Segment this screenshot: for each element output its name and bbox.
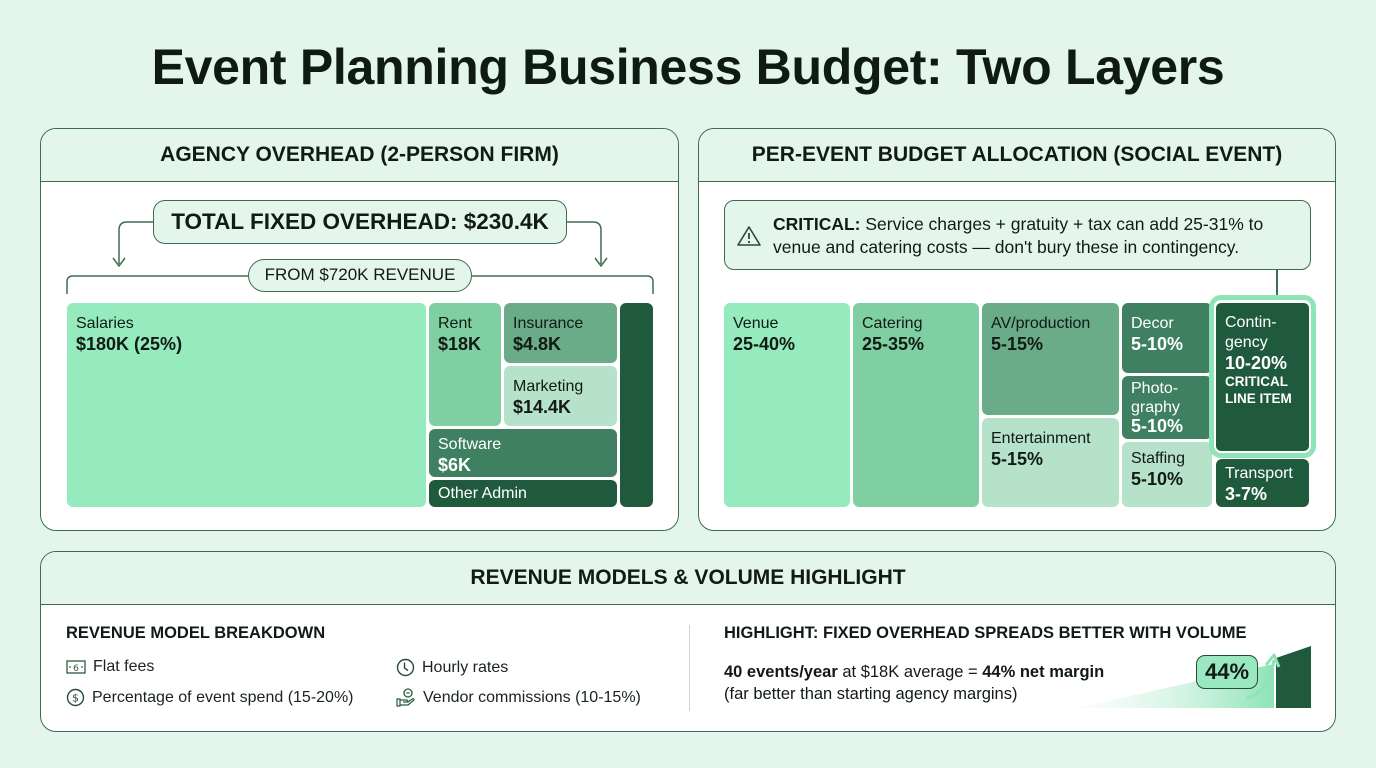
per-event-panel: PER-EVENT BUDGET ALLOCATION (SOCIAL EVEN… <box>698 128 1336 531</box>
revenue-item-label: Hourly rates <box>422 658 509 676</box>
revenue-divider <box>689 625 690 711</box>
tile-label: Rent <box>438 315 472 332</box>
tile-unlabeled-dark <box>620 303 653 507</box>
cash-bill-icon: 6 <box>66 660 86 674</box>
highlight-events: 40 events/year <box>724 663 838 681</box>
warning-triangle-icon <box>737 226 761 246</box>
revenue-item-label: Percentage of event spend (15-20%) <box>92 688 354 706</box>
tile-value: 25-40% <box>733 334 796 354</box>
agency-overhead-heading: AGENCY OVERHEAD (2-PERSON FIRM) <box>41 129 678 182</box>
tile-value: $4.8K <box>513 334 562 354</box>
tile-label: Staffing <box>1131 450 1185 467</box>
tile-label: AV/production <box>991 315 1091 332</box>
revenue-item-hourly-rates: Hourly rates <box>396 658 508 677</box>
revenue-item-flat-fees: 6 Flat fees <box>66 658 154 676</box>
tile-value: $180K (25%) <box>76 334 183 354</box>
svg-text:$: $ <box>72 692 79 705</box>
overhead-connector-arrows <box>66 221 654 294</box>
tile-label-cont: gency <box>1225 334 1268 351</box>
tile-staffing: Staffing 5-10% <box>1122 442 1212 507</box>
tile-insurance: Insurance $4.8K <box>504 303 617 363</box>
critical-note-line2: LINE ITEM <box>1225 391 1292 406</box>
revenue-source-badge: FROM $720K REVENUE <box>248 259 472 292</box>
revenue-item-percentage: $ Percentage of event spend (15-20%) <box>66 688 354 707</box>
alert-text-line1: Service charges + gratuity + tax can add… <box>860 214 1264 234</box>
revenue-models-heading: REVENUE MODELS & VOLUME HIGHLIGHT <box>41 552 1335 605</box>
alert-connector-line <box>1276 270 1278 296</box>
tile-value: $14.4K <box>513 397 572 417</box>
tile-rent: Rent $18K <box>429 303 501 426</box>
revenue-item-commissions: Vendor commissions (10-15%) <box>396 688 641 707</box>
revenue-item-label: Vendor commissions (10-15%) <box>423 688 641 706</box>
tile-value: 25-35% <box>862 334 925 354</box>
svg-text:6: 6 <box>73 664 79 674</box>
tile-label: Contin- <box>1225 314 1277 331</box>
tile-label: Insurance <box>513 315 584 332</box>
tile-value: 5-15% <box>991 334 1044 354</box>
tile-label: Venue <box>733 315 779 332</box>
per-event-heading: PER-EVENT BUDGET ALLOCATION (SOCIAL EVEN… <box>699 129 1335 182</box>
revenue-item-label: Flat fees <box>93 658 155 675</box>
margin-badge: 44% <box>1196 655 1258 689</box>
highlight-heading: HIGHLIGHT: FIXED OVERHEAD SPREADS BETTER… <box>724 624 1247 642</box>
tile-salaries: Salaries $180K (25%) <box>67 303 426 507</box>
tile-label: Marketing <box>513 378 584 395</box>
tile-value: 3-7% <box>1225 484 1268 504</box>
highlight-mid: at $18K average = <box>837 663 983 681</box>
tile-value: $18K <box>438 334 482 354</box>
tile-value: 5-15% <box>991 449 1044 469</box>
tile-value: $6K <box>438 455 472 475</box>
alert-label: CRITICAL: <box>773 214 861 234</box>
tile-value: 10-20% <box>1225 353 1288 373</box>
highlight-margin: 44% net margin <box>982 663 1105 681</box>
tile-venue: Venue 25-40% <box>724 303 850 507</box>
tile-label: Decor <box>1131 315 1174 332</box>
revenue-models-panel: REVENUE MODELS & VOLUME HIGHLIGHT REVENU… <box>40 551 1336 732</box>
tile-av-production: AV/production 5-15% <box>982 303 1119 415</box>
tile-label: Other Admin <box>438 485 527 502</box>
critical-note-line1: CRITICAL <box>1225 374 1288 389</box>
tile-marketing: Marketing $14.4K <box>504 366 617 426</box>
growth-arrow-icon <box>1246 653 1281 700</box>
tile-label-cont: graphy <box>1131 399 1180 416</box>
tile-value: 5-10% <box>1131 334 1184 354</box>
tile-label: Software <box>438 436 502 453</box>
hand-coin-icon <box>396 688 415 707</box>
tile-value: 5-10% <box>1131 469 1184 489</box>
tile-value: 5-10% <box>1131 416 1184 436</box>
tile-other-admin: Other Admin <box>429 480 617 507</box>
tile-contingency: Contin- gency 10-20% CRITICAL LINE ITEM <box>1216 303 1309 451</box>
dollar-coin-icon: $ <box>66 688 85 707</box>
tile-catering: Catering 25-35% <box>853 303 979 507</box>
tile-label: Photo- <box>1131 380 1179 397</box>
tile-photography: Photo- graphy 5-10% <box>1122 376 1212 439</box>
clock-icon <box>396 658 415 677</box>
tile-software: Software $6K <box>429 429 617 477</box>
page-title: Event Planning Business Budget: Two Laye… <box>151 39 1225 95</box>
revenue-breakdown-heading: REVENUE MODEL BREAKDOWN <box>66 624 326 642</box>
tile-label: Catering <box>862 315 923 332</box>
tile-label: Entertainment <box>991 430 1091 447</box>
tile-decor: Decor 5-10% <box>1122 303 1212 373</box>
tile-entertainment: Entertainment 5-15% <box>982 418 1119 507</box>
tile-label: Salaries <box>76 315 134 332</box>
highlight-text: 40 events/year at $18K average = 44% net… <box>724 661 1104 705</box>
margin-badge-value: 44% <box>1204 659 1250 684</box>
total-overhead-badge: TOTAL FIXED OVERHEAD: $230.4K <box>153 200 567 244</box>
agency-overhead-panel: AGENCY OVERHEAD (2-PERSON FIRM) TOTAL FI… <box>40 128 679 531</box>
tile-transport: Transport 3-7% <box>1216 459 1309 507</box>
critical-alert-box: CRITICAL: Service charges + gratuity + t… <box>724 200 1311 270</box>
alert-text-line2: venue and catering costs — don't bury th… <box>773 237 1240 257</box>
tile-label: Transport <box>1225 465 1293 482</box>
highlight-note: (far better than starting agency margins… <box>724 685 1018 703</box>
